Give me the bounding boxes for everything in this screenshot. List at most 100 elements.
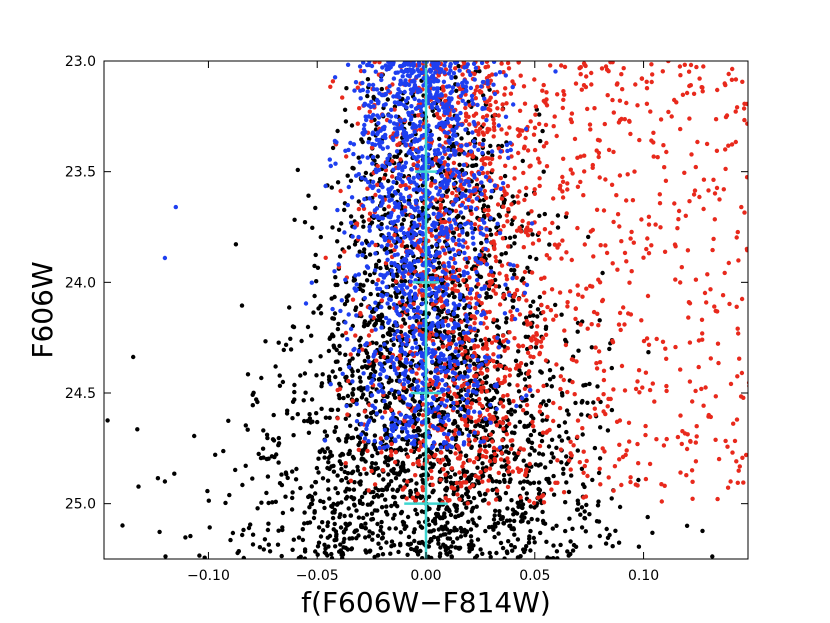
- data-point-black: [455, 409, 460, 414]
- data-point-black: [557, 434, 562, 439]
- data-point-black: [353, 528, 358, 533]
- data-point-red: [560, 189, 565, 194]
- data-point-blue: [448, 61, 453, 67]
- data-point-black: [474, 333, 479, 338]
- data-point-black: [537, 294, 542, 300]
- data-point-red: [617, 173, 623, 178]
- data-point-red: [617, 98, 623, 103]
- data-point-black: [536, 480, 542, 485]
- data-point-red: [521, 170, 526, 176]
- data-point-black: [221, 448, 226, 454]
- data-point-black: [265, 527, 271, 533]
- data-point-black: [445, 457, 450, 462]
- data-point-red: [712, 217, 717, 222]
- data-point-red: [594, 361, 599, 366]
- data-point-black: [542, 211, 547, 217]
- data-point-black: [520, 276, 526, 281]
- data-point-red: [402, 485, 407, 490]
- data-point-black: [474, 523, 479, 528]
- data-point-black: [400, 437, 405, 442]
- data-point-red: [666, 61, 671, 64]
- data-point-black: [363, 548, 368, 553]
- data-point-red: [743, 452, 748, 458]
- data-point-black: [531, 480, 537, 485]
- data-point-red: [726, 71, 731, 77]
- data-point-red: [393, 279, 399, 284]
- data-point-black: [579, 505, 585, 510]
- data-point-red: [498, 457, 504, 462]
- data-point-blue: [450, 85, 456, 90]
- data-point-red: [469, 296, 474, 301]
- data-point-black: [400, 295, 405, 300]
- data-point-black: [515, 537, 521, 542]
- data-point-red: [739, 204, 744, 210]
- data-point-black: [233, 467, 238, 473]
- data-point-black: [414, 511, 420, 517]
- data-point-red: [734, 235, 739, 240]
- data-point-black: [404, 244, 410, 249]
- data-point-blue: [415, 387, 421, 393]
- data-point-black: [335, 473, 340, 478]
- data-point-red: [540, 88, 545, 93]
- data-point-red: [484, 233, 489, 239]
- data-point-black: [340, 552, 346, 557]
- data-point-red: [460, 464, 465, 469]
- data-point-red: [484, 340, 489, 346]
- data-point-red: [502, 92, 507, 97]
- data-point-black: [403, 212, 409, 218]
- data-point-red: [582, 463, 587, 469]
- data-point-black: [398, 484, 403, 489]
- data-point-blue: [404, 249, 410, 254]
- data-point-blue: [500, 181, 506, 186]
- data-point-red: [464, 114, 469, 119]
- data-point-black: [474, 553, 480, 559]
- data-point-red: [619, 239, 624, 244]
- data-point-red: [664, 383, 669, 389]
- data-point-black: [310, 225, 315, 230]
- data-point-black: [254, 397, 259, 402]
- data-point-black: [436, 527, 441, 532]
- data-point-black: [537, 488, 543, 493]
- data-point-red: [473, 88, 478, 93]
- data-point-blue: [476, 364, 481, 369]
- data-point-red: [467, 122, 472, 127]
- data-point-blue: [333, 161, 338, 166]
- data-point-red: [491, 134, 496, 139]
- data-point-red: [562, 64, 568, 70]
- data-point-black: [507, 382, 512, 387]
- data-point-red: [678, 470, 683, 475]
- data-point-red: [514, 287, 520, 293]
- data-point-black: [347, 358, 352, 364]
- data-point-red: [544, 140, 549, 146]
- data-point-black: [464, 505, 469, 510]
- data-point-blue: [470, 101, 476, 107]
- data-point-red: [628, 312, 634, 317]
- data-point-red: [646, 222, 652, 227]
- data-point-black: [326, 455, 331, 461]
- data-point-red: [545, 304, 550, 310]
- data-point-red: [459, 346, 464, 351]
- data-point-red: [435, 457, 440, 463]
- data-point-black: [296, 555, 302, 559]
- data-point-black: [462, 501, 467, 506]
- data-point-black: [391, 342, 396, 347]
- data-point-red: [687, 379, 693, 384]
- data-point-black: [313, 491, 318, 496]
- data-point-red: [653, 222, 658, 227]
- data-point-black: [551, 492, 557, 497]
- data-point-red: [696, 338, 702, 343]
- data-point-black: [368, 291, 373, 297]
- data-point-black: [351, 497, 356, 502]
- data-point-black: [333, 486, 338, 491]
- data-point-red: [578, 322, 583, 327]
- data-point-black: [551, 543, 556, 548]
- data-point-red: [624, 100, 629, 106]
- data-point-black: [290, 547, 295, 552]
- data-point-red: [609, 182, 615, 187]
- data-point-black: [380, 334, 386, 339]
- data-point-black: [411, 412, 416, 418]
- data-point-black: [363, 443, 368, 448]
- data-point-red: [515, 127, 520, 132]
- data-point-black: [450, 290, 455, 296]
- data-point-black: [573, 400, 578, 406]
